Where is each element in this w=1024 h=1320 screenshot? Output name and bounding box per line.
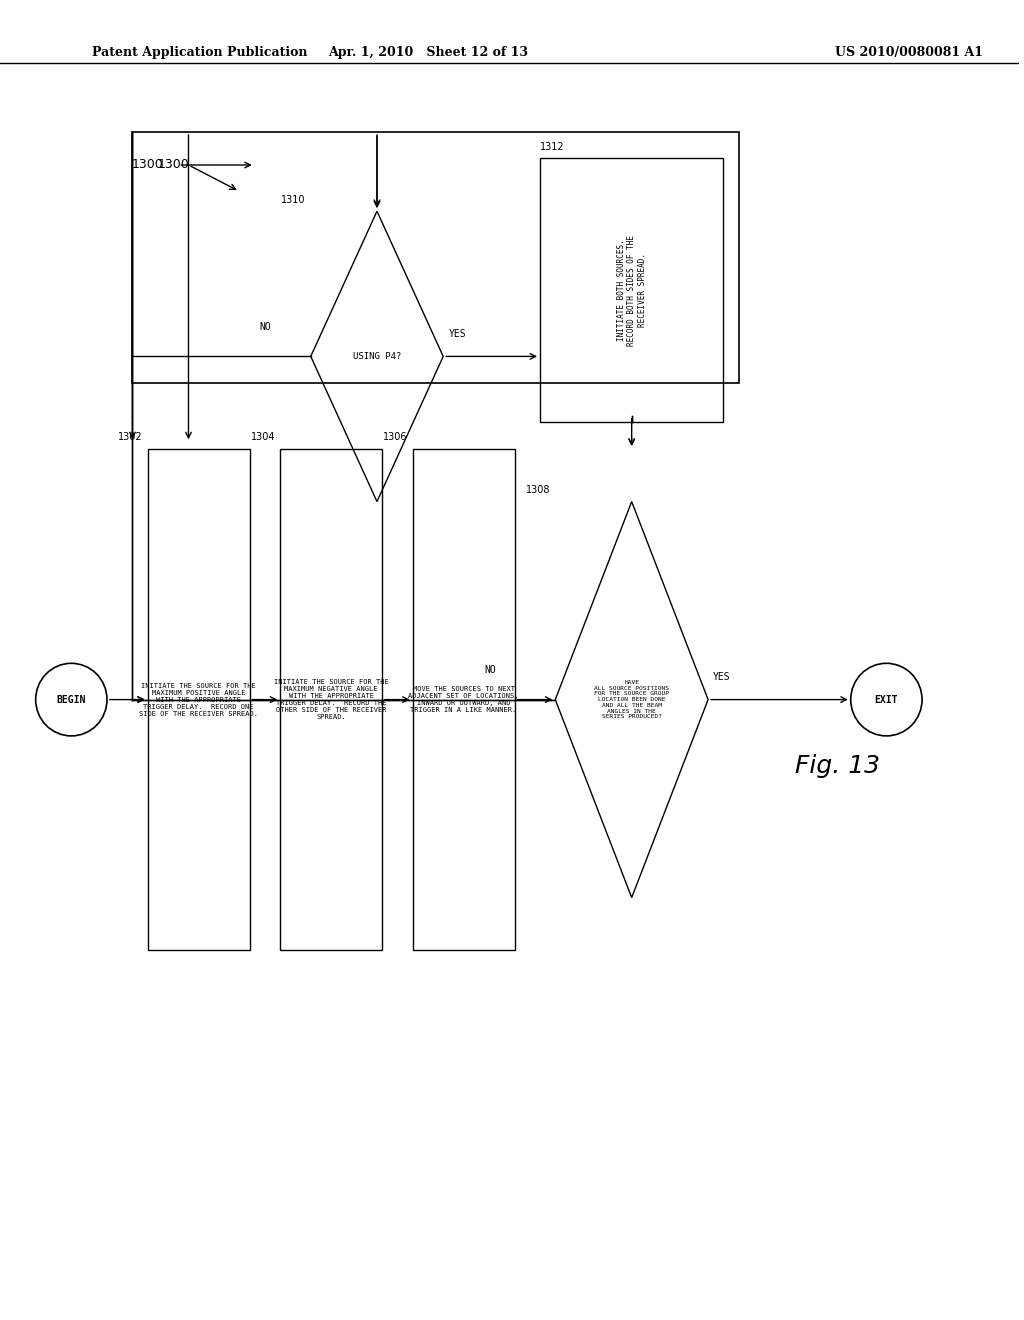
Text: MOVE THE SOURCES TO NEXT
ADJACENT SET OF LOCATIONS,
INWARD OR OUTWARD, AND
TRIGG: MOVE THE SOURCES TO NEXT ADJACENT SET OF… <box>409 686 519 713</box>
Text: 1312: 1312 <box>540 141 564 152</box>
Text: 1310: 1310 <box>282 194 305 205</box>
Text: USING P4?: USING P4? <box>353 352 401 360</box>
Text: HAVE
ALL SOURCE POSITIONS
FOR THE SOURCE GROUP
LOCATION BEEN DONE
AND ALL THE BE: HAVE ALL SOURCE POSITIONS FOR THE SOURCE… <box>594 680 670 719</box>
Text: NO: NO <box>484 665 496 676</box>
Bar <box>540 158 723 422</box>
Text: INITIATE THE SOURCE FOR THE
MAXIMUM NEGATIVE ANGLE
WITH THE APPROPRIATE
TRIGGER : INITIATE THE SOURCE FOR THE MAXIMUM NEGA… <box>273 678 388 721</box>
Bar <box>132 132 738 383</box>
Text: 1308: 1308 <box>525 484 550 495</box>
Text: 1304: 1304 <box>251 432 275 442</box>
Text: YES: YES <box>713 672 731 682</box>
Text: INITIATE BOTH SOURCES.
RECORD BOTH SIDES OF THE
RECEIVER SPREAD.: INITIATE BOTH SOURCES. RECORD BOTH SIDES… <box>616 235 646 346</box>
Text: Patent Application Publication: Patent Application Publication <box>92 46 307 59</box>
Text: BEGIN: BEGIN <box>56 694 86 705</box>
Text: EXIT: EXIT <box>874 694 898 705</box>
Text: 1300: 1300 <box>158 158 189 172</box>
Text: US 2010/0080081 A1: US 2010/0080081 A1 <box>836 46 983 59</box>
Text: NO: NO <box>260 322 271 333</box>
Text: YES: YES <box>449 329 466 339</box>
Text: 1306: 1306 <box>383 432 408 442</box>
Text: Apr. 1, 2010   Sheet 12 of 13: Apr. 1, 2010 Sheet 12 of 13 <box>328 46 528 59</box>
Text: 1300: 1300 <box>131 158 163 172</box>
Text: INITIATE THE SOURCE FOR THE
MAXIMUM POSITIVE ANGLE
WITH THE APPROPRIATE
TRIGGER : INITIATE THE SOURCE FOR THE MAXIMUM POSI… <box>139 682 258 717</box>
Text: 1302: 1302 <box>118 432 142 442</box>
Text: Fig. 13: Fig. 13 <box>795 754 880 777</box>
